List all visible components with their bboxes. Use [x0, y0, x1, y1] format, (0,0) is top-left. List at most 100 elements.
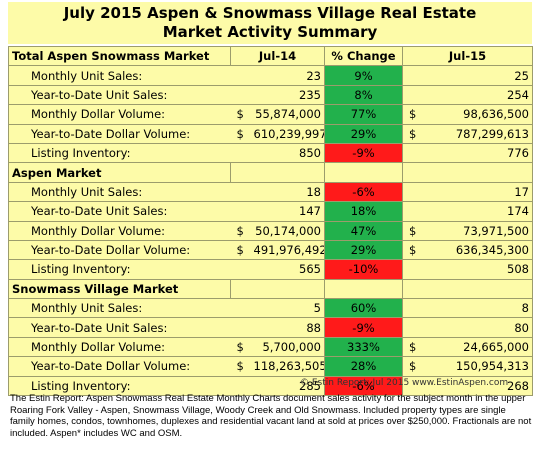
percent-change: 60%	[324, 298, 403, 319]
curr-value: 73,971,500	[422, 220, 533, 241]
percent-change: -9%	[324, 317, 403, 338]
prev-dollar-sign	[230, 317, 251, 338]
percent-change: 333%	[324, 336, 403, 358]
curr-dollar-sign	[402, 84, 423, 106]
header-spacer	[324, 162, 403, 183]
curr-dollar-sign	[402, 317, 423, 338]
table-row: Monthly Unit Sales: 18 -6% 17	[8, 181, 533, 203]
percent-change: -6%	[324, 181, 403, 203]
curr-dollar-sign	[402, 65, 423, 86]
curr-value: 776	[422, 142, 533, 164]
prev-value: 491,976,492	[250, 239, 325, 261]
row-label: Monthly Dollar Volume:	[8, 336, 231, 358]
prev-value: 18	[250, 181, 325, 203]
table-row: Monthly Dollar Volume: $5,700,000 333% $24,…	[8, 336, 533, 358]
curr-value: 254	[422, 84, 533, 106]
prev-value: 235	[250, 84, 325, 106]
curr-value: 268	[422, 375, 533, 397]
prev-dollar-sign: $	[230, 123, 251, 144]
percent-change: 77%	[324, 104, 403, 125]
section-header-row: Total Aspen Snowmass Market Jul-14% Chang…	[8, 45, 533, 67]
title-line-2: Market Activity Summary	[162, 23, 378, 41]
curr-dollar-sign: $	[402, 220, 423, 241]
market-activity-table: Total Aspen Snowmass Market Jul-14% Chang…	[8, 45, 533, 397]
table-row: Year-to-Date Dollar Volume: $118,263,505 2…	[8, 356, 533, 377]
prev-value: 118,263,505	[250, 356, 325, 377]
curr-dollar-sign: $	[402, 104, 423, 125]
row-label: Year-to-Date Unit Sales:	[8, 84, 231, 106]
table-row: Monthly Unit Sales: 5 60% 8	[8, 298, 533, 319]
section-title: Aspen Market	[8, 162, 231, 183]
title-banner: July 2015 Aspen & Snowmass Village Real …	[8, 2, 532, 44]
curr-dollar-sign: $	[402, 336, 423, 358]
curr-dollar-sign	[402, 142, 423, 164]
curr-dollar-sign	[402, 259, 423, 280]
header-spacer	[230, 278, 325, 300]
table-row: Monthly Unit Sales: 23 9% 25	[8, 65, 533, 86]
table-row: Listing Inventory: 850 -9% 776	[8, 142, 533, 164]
curr-dollar-sign	[402, 201, 423, 222]
prev-dollar-sign	[230, 65, 251, 86]
percent-change: 29%	[324, 123, 403, 144]
curr-dollar-sign: $	[402, 239, 423, 261]
table-row: Year-to-Date Unit Sales: 235 8% 254	[8, 84, 533, 106]
prev-value: 285	[250, 375, 325, 397]
prev-dollar-sign: $	[230, 104, 251, 125]
table-row: Listing Inventory: 285 -6% 268	[8, 375, 533, 397]
prev-value: 850	[250, 142, 325, 164]
prev-dollar-sign	[230, 84, 251, 106]
curr-value: 787,299,613	[422, 123, 533, 144]
curr-value: 508	[422, 259, 533, 280]
curr-value: 24,665,000	[422, 336, 533, 358]
curr-value: 174	[422, 201, 533, 222]
curr-dollar-sign	[402, 181, 423, 203]
column-header-jul-14: Jul-14	[230, 45, 325, 67]
curr-dollar-sign: $	[402, 356, 423, 377]
row-label: Monthly Unit Sales:	[8, 65, 231, 86]
section-header-row: Aspen Market	[8, 162, 533, 183]
row-label: Listing Inventory:	[8, 375, 231, 397]
header-spacer	[230, 162, 325, 183]
table-row: Year-to-Date Dollar Volume: $491,976,492 2…	[8, 239, 533, 261]
title-line-1: July 2015 Aspen & Snowmass Village Real …	[63, 4, 477, 22]
percent-change: 29%	[324, 239, 403, 261]
header-spacer	[402, 162, 533, 183]
footnote-text: The Estin Report: Aspen Snowmass Real Es…	[10, 393, 532, 439]
prev-value: 610,239,997	[250, 123, 325, 144]
table-body: Total Aspen Snowmass Market Jul-14% Chang…	[8, 45, 533, 397]
percent-change: -10%	[324, 259, 403, 280]
prev-value: 88	[250, 317, 325, 338]
prev-dollar-sign	[230, 142, 251, 164]
column-header-percent-change: % Change	[324, 45, 403, 67]
percent-change: -9%	[324, 142, 403, 164]
section-header-row: Snowmass Village Market	[8, 278, 533, 300]
prev-dollar-sign: $	[230, 239, 251, 261]
table-row: Listing Inventory: 565 -10% 508	[8, 259, 533, 280]
curr-value: 80	[422, 317, 533, 338]
prev-value: 23	[250, 65, 325, 86]
row-label: Monthly Unit Sales:	[8, 298, 231, 319]
percent-change: 9%	[324, 65, 403, 86]
curr-value: 25	[422, 65, 533, 86]
curr-dollar-sign	[402, 375, 423, 397]
prev-dollar-sign	[230, 181, 251, 203]
prev-dollar-sign	[230, 375, 251, 397]
prev-value: 50,174,000	[250, 220, 325, 241]
curr-dollar-sign	[402, 298, 423, 319]
curr-dollar-sign: $	[402, 123, 423, 144]
row-label: Year-to-Date Unit Sales:	[8, 317, 231, 338]
prev-dollar-sign: $	[230, 336, 251, 358]
curr-value: 8	[422, 298, 533, 319]
curr-value: 17	[422, 181, 533, 203]
table-row: Monthly Dollar Volume: $55,874,000 77% $98,…	[8, 104, 533, 125]
header-spacer	[402, 278, 533, 300]
percent-change: -6%	[324, 375, 403, 397]
percent-change: 8%	[324, 84, 403, 106]
table-row: Year-to-Date Dollar Volume: $610,239,997 2…	[8, 123, 533, 144]
prev-dollar-sign	[230, 259, 251, 280]
percent-change: 28%	[324, 356, 403, 377]
table-row: Year-to-Date Unit Sales: 88 -9% 80	[8, 317, 533, 338]
prev-value: 147	[250, 201, 325, 222]
column-header-jul-15: Jul-15	[402, 45, 533, 67]
